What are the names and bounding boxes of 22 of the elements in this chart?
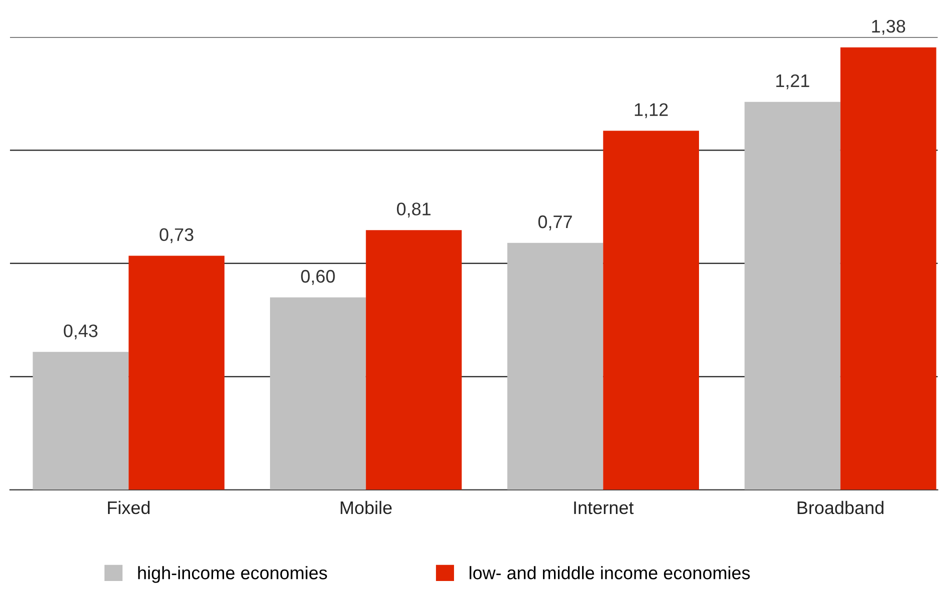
data-label: 0,77 bbox=[538, 215, 572, 230]
legend-label: low- and middle income economies bbox=[470, 566, 750, 580]
bar bbox=[507, 242, 604, 490]
bar bbox=[128, 256, 224, 490]
bar bbox=[744, 102, 840, 490]
data-label: 0,81 bbox=[396, 202, 430, 218]
bar bbox=[270, 297, 366, 490]
x-tick-label: Internet bbox=[574, 502, 634, 514]
x-tick-label: Mobile bbox=[340, 500, 392, 514]
bar bbox=[32, 352, 129, 490]
data-label: 0,43 bbox=[64, 324, 98, 340]
data-label: 0,73 bbox=[160, 228, 194, 244]
x-tick-label: Broadband bbox=[798, 500, 884, 514]
bar bbox=[840, 47, 936, 490]
x-tick-label: Fixed bbox=[108, 500, 150, 514]
data-label: 1,12 bbox=[634, 103, 668, 118]
bar bbox=[603, 130, 699, 490]
bar bbox=[366, 230, 462, 490]
data-label: 0,60 bbox=[301, 270, 335, 285]
data-label: 1,38 bbox=[872, 20, 906, 35]
data-label: 1,21 bbox=[776, 74, 810, 90]
legend-label: high-income economies bbox=[138, 566, 327, 583]
